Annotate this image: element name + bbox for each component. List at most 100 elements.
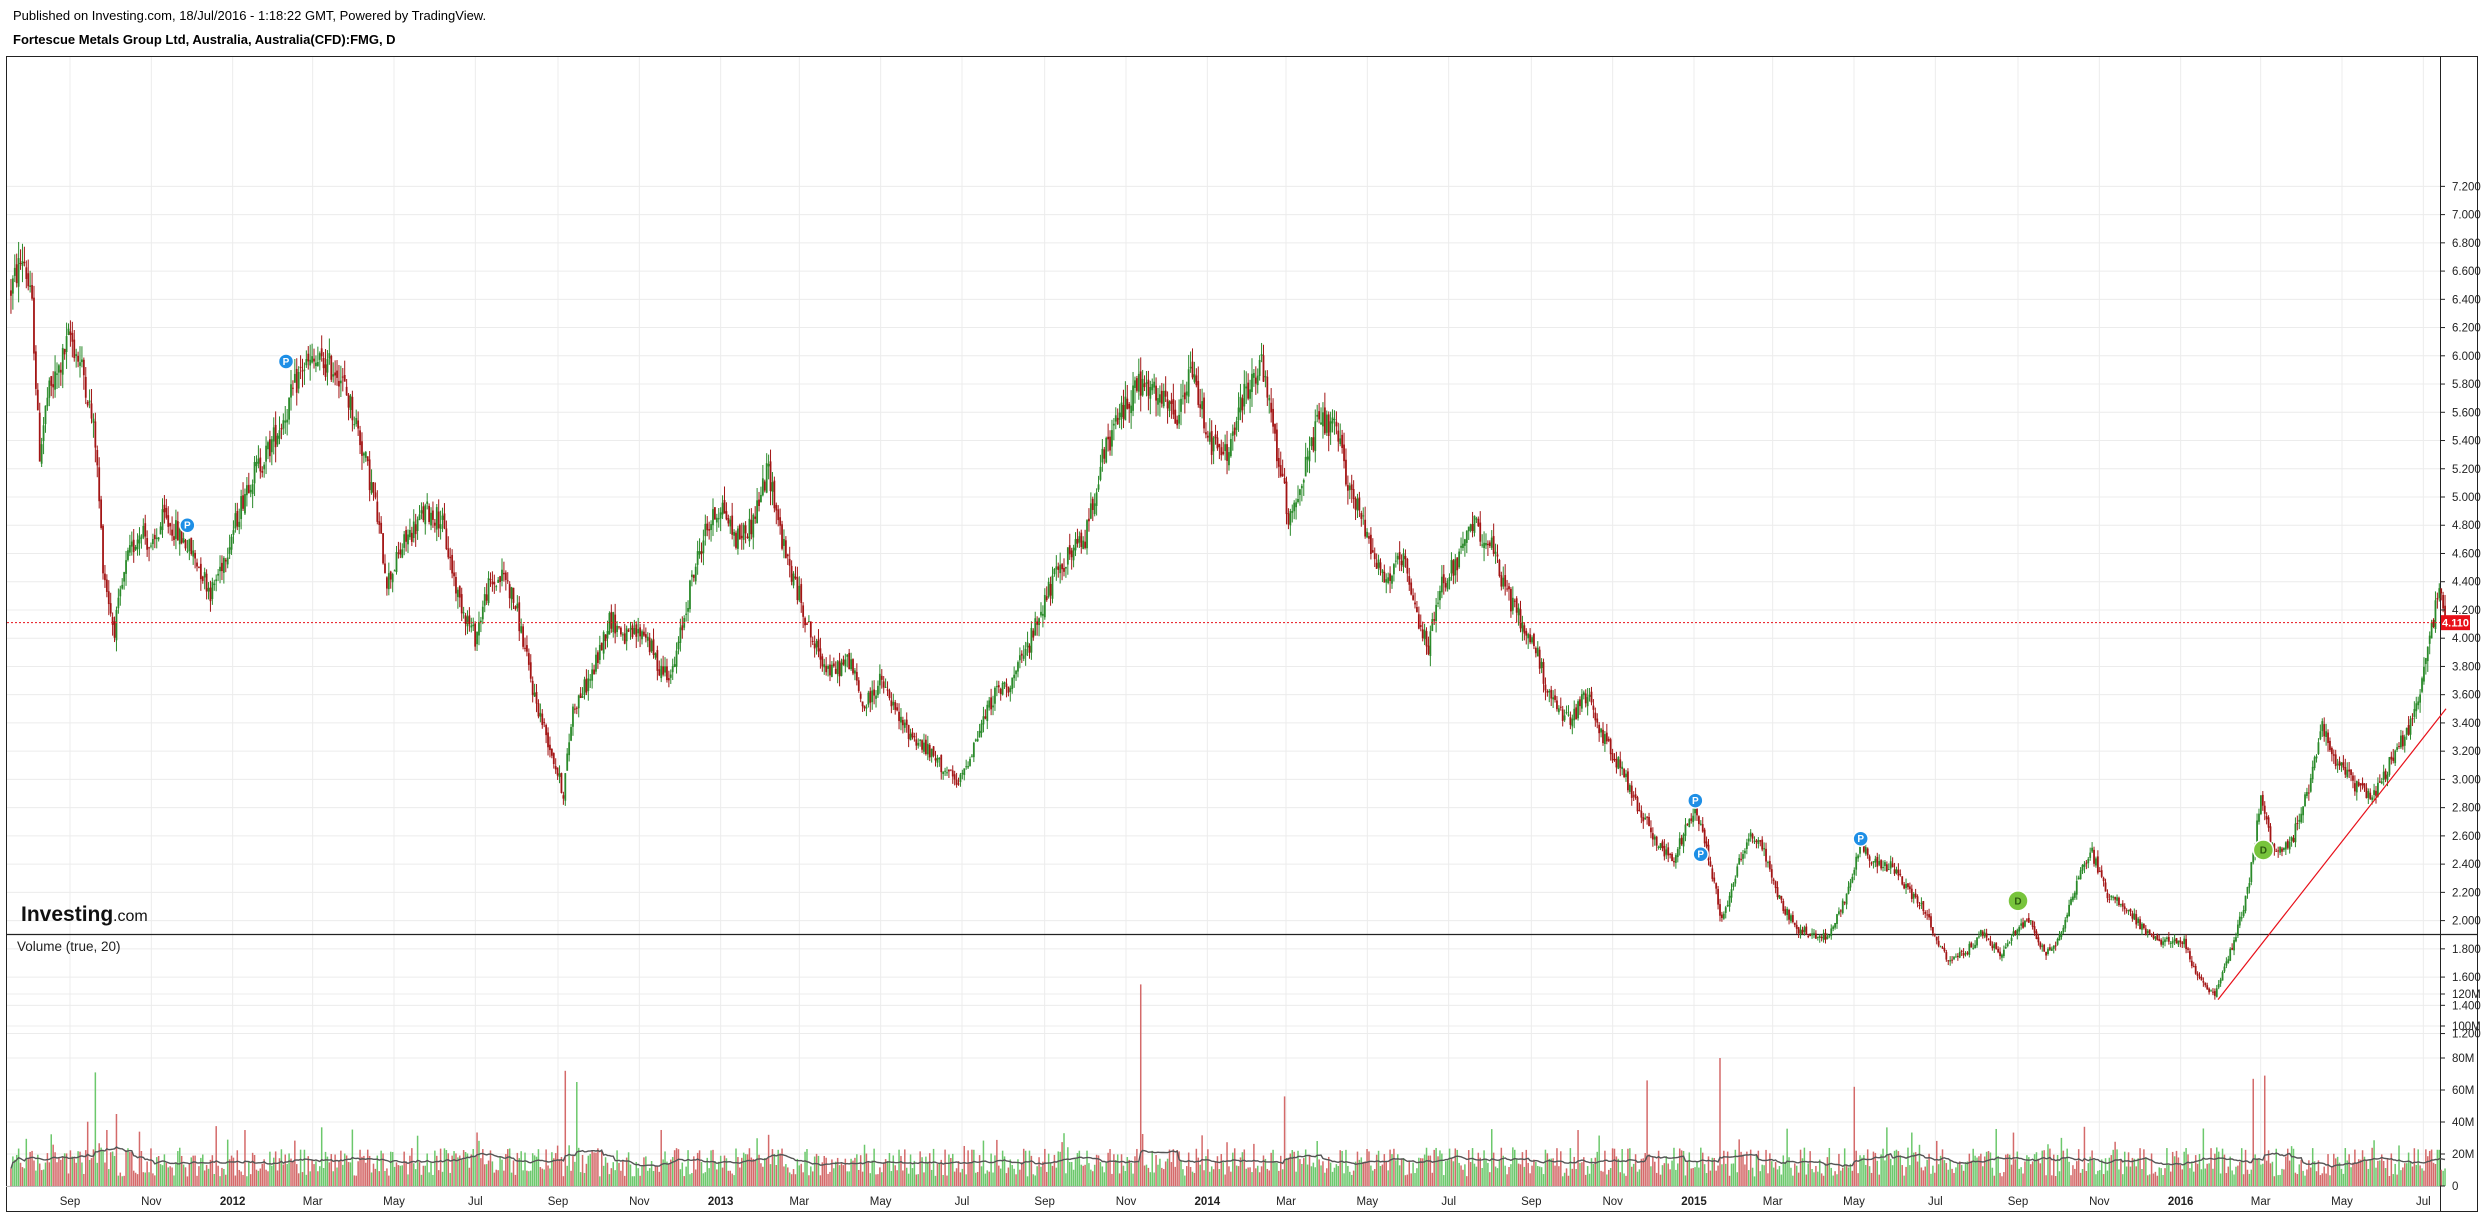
volume-bar: [1400, 1158, 1403, 1186]
volume-bar: [1711, 1157, 1714, 1186]
volume-bar: [1889, 1158, 1892, 1186]
volume-bar: [497, 1170, 499, 1186]
event-marker-label: D: [2014, 896, 2021, 907]
volume-bar: [1034, 1175, 1036, 1186]
event-marker-p[interactable]: P: [277, 353, 295, 370]
volume-bar: [1583, 1157, 1585, 1186]
volume-bar: [948, 1154, 950, 1186]
candle-body: [2440, 588, 2443, 594]
volume-bar: [2404, 1163, 2406, 1186]
volume-bar: [758, 1154, 760, 1186]
trendline[interactable]: [2217, 708, 2447, 1001]
candle-body: [1571, 718, 1574, 727]
event-marker-p[interactable]: P: [1852, 830, 1869, 847]
candle-body: [2428, 635, 2431, 644]
volume-bar: [1569, 1148, 1572, 1186]
event-marker-p[interactable]: P: [1687, 792, 1704, 809]
volume-bar: [1619, 1172, 1622, 1186]
volume-bar: [545, 1149, 547, 1186]
candle-body: [637, 628, 640, 634]
volume-bar: [2321, 1173, 2324, 1186]
volume-bar: [2148, 1174, 2151, 1186]
volume-bar: [706, 1157, 708, 1186]
candle-body: [88, 400, 91, 403]
event-marker-p[interactable]: P: [179, 516, 196, 534]
candle-body: [1162, 390, 1165, 407]
candle-body: [1943, 947, 1946, 952]
candle-body: [2246, 886, 2249, 894]
candle-body: [1768, 861, 1771, 870]
candle-body: [2142, 924, 2145, 929]
candle-body: [399, 549, 402, 555]
volume-bar: [407, 1174, 409, 1186]
volume-bar: [1017, 1159, 1019, 1186]
candle-body: [2340, 762, 2343, 766]
price-tick-label: 3.000: [2452, 774, 2481, 786]
candle-body: [1078, 536, 1081, 543]
volume-bar: [202, 1154, 204, 1186]
candle-body: [788, 558, 791, 566]
candle-body: [1640, 810, 1643, 818]
candle-body: [307, 353, 310, 362]
event-marker-p[interactable]: P: [1692, 845, 1709, 863]
time-axis[interactable]: Sep Nov 2012 Mar May Jul Sep Nov 2013 Mar May Jul Se…: [60, 1196, 2431, 1208]
candle-body: [1208, 432, 1211, 442]
time-tick-label: May: [1843, 1196, 1865, 1208]
volume-bar: [2340, 1168, 2343, 1186]
volume-bar: [1143, 1165, 1146, 1186]
candle-body: [1880, 860, 1883, 869]
volume-bar: [1880, 1154, 1882, 1186]
event-marker-d[interactable]: D: [2252, 839, 2275, 861]
candle-body: [146, 538, 149, 550]
candle-body: [2250, 862, 2253, 883]
volume-bar: [1088, 1163, 1090, 1186]
volume-bar: [673, 1150, 676, 1186]
candle-body: [1339, 438, 1342, 445]
candle-body: [2070, 898, 2072, 905]
volume-bar: [1475, 1166, 1478, 1186]
candle-body: [1682, 834, 1685, 847]
candle-body: [1611, 753, 1614, 761]
candle-body: [278, 430, 281, 439]
volume-bar: [2005, 1154, 2007, 1186]
volume-bar: [1479, 1157, 1481, 1186]
volume-bar: [687, 1150, 689, 1186]
volume-bar: [190, 1157, 193, 1186]
candle-body: [138, 535, 141, 544]
volume-bar: [1746, 1151, 1748, 1186]
volume-bar: [1517, 1163, 1520, 1186]
volume-bar: [1703, 1164, 1706, 1186]
candle-body: [2438, 588, 2441, 598]
candle-body: [2154, 936, 2157, 940]
volume-bar: [1241, 1152, 1244, 1186]
volume-bar: [121, 1176, 123, 1186]
candle-body: [2073, 892, 2076, 898]
volume-bar: [1847, 1167, 1850, 1186]
volume-bar: [775, 1165, 778, 1186]
candle-body: [69, 331, 72, 335]
candle-body: [1439, 590, 1441, 601]
event-marker-d[interactable]: D: [2007, 890, 2029, 912]
volume-bar: [1504, 1165, 1506, 1186]
volume-bar: [1161, 1167, 1163, 1186]
candle-body: [301, 370, 304, 372]
volume-bar: [1053, 1154, 1056, 1186]
candle-body: [832, 663, 835, 667]
candle-body: [1189, 366, 1192, 369]
candle-body: [2290, 837, 2293, 841]
candle-body: [455, 576, 457, 594]
candle-body: [1229, 438, 1232, 457]
volume-bar: [1500, 1147, 1503, 1186]
volume-bar: [1617, 1158, 1620, 1186]
volume-bar: [1521, 1152, 1524, 1186]
volume-bar: [1813, 1172, 1815, 1186]
candle-body: [2415, 703, 2418, 712]
volume-bar: [234, 1175, 237, 1186]
volume-bar: [1661, 1165, 1664, 1186]
candle-body: [1811, 933, 1813, 936]
candle-body: [190, 537, 193, 554]
price-axis[interactable]: 7.2007.0006.8006.6006.4006.2006.0005.800…: [2440, 181, 2481, 1041]
volume-bar: [142, 1172, 145, 1186]
